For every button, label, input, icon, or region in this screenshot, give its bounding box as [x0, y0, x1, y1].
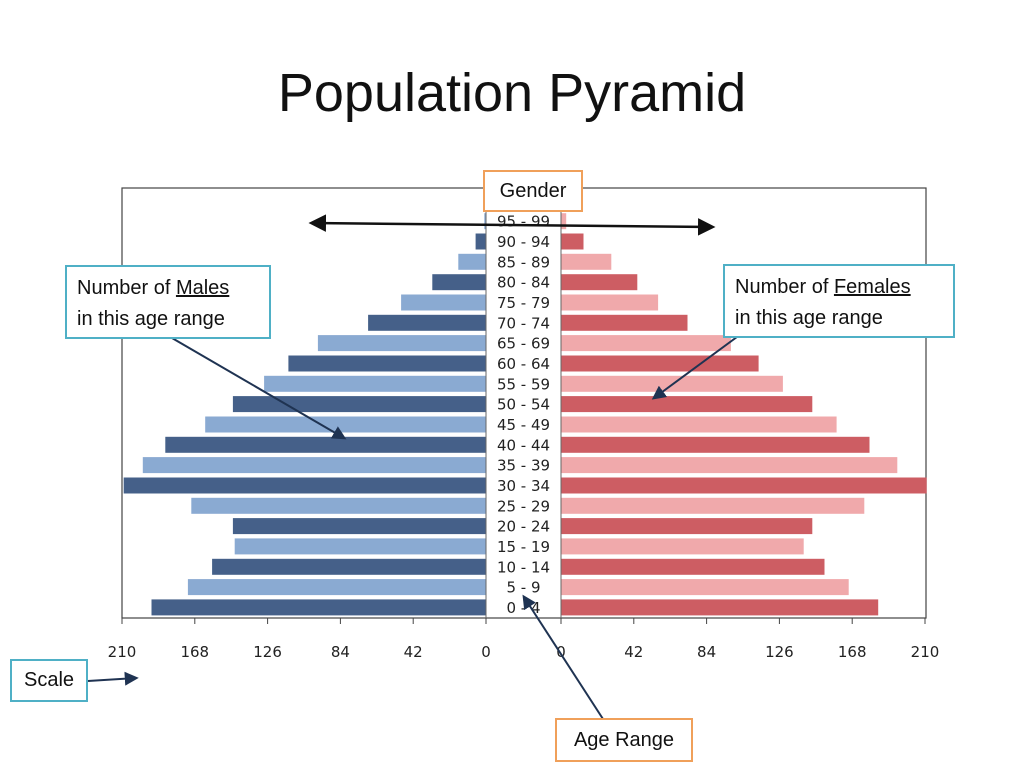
female-bar-75-79 [561, 294, 659, 311]
male-bar-30-34 [123, 477, 486, 494]
male-bar-80-84 [432, 274, 486, 291]
age-label: 85 - 89 [497, 253, 550, 271]
age-label: 30 - 34 [497, 477, 550, 495]
female-bar-70-74 [561, 314, 688, 331]
male-bar-50-54 [232, 396, 486, 413]
female-bar-60-64 [561, 355, 759, 372]
scale-callout-text: Scale [23, 669, 75, 691]
age-range-callout: Age Range [555, 718, 693, 762]
female-bar-20-24 [561, 518, 813, 535]
age-label: 20 - 24 [497, 518, 550, 536]
tick-label-right: 126 [765, 643, 794, 661]
tick-label-right: 84 [697, 643, 716, 661]
tick-label-left: 84 [331, 643, 350, 661]
males-callout: Number of Males in this age range [65, 265, 271, 339]
age-label: 65 - 69 [497, 335, 550, 353]
tick-label-left: 0 [481, 643, 491, 661]
female-bar-90-94 [561, 233, 584, 250]
male-bar-55-59 [264, 375, 486, 392]
age-label: 95 - 99 [497, 213, 550, 231]
female-bar-15-19 [561, 538, 804, 555]
tick-label-right: 210 [911, 643, 940, 661]
females-callout-line1: Number of Females [735, 272, 943, 303]
gender-callout-text: Gender [499, 180, 567, 202]
scale-callout: Scale [10, 659, 88, 702]
male-bar-35-39 [142, 457, 487, 474]
age-label: 10 - 14 [497, 558, 550, 576]
female-bar-65-69 [561, 335, 731, 352]
age-label: 90 - 94 [497, 233, 550, 251]
tick-label-right: 168 [838, 643, 867, 661]
male-bar-10-14 [212, 558, 486, 575]
male-bar-85-89 [458, 253, 486, 270]
male-bar-20-24 [232, 518, 486, 535]
male-bar-75-79 [401, 294, 486, 311]
female-bar-25-29 [561, 497, 865, 514]
tick-label-left: 168 [180, 643, 209, 661]
slide-title: Population Pyramid [277, 63, 747, 123]
males-callout-line1: Number of Males [77, 273, 259, 304]
female-bar-85-89 [561, 253, 612, 270]
tick-label-right: 0 [556, 643, 566, 661]
male-bar-70-74 [368, 314, 486, 331]
scale-callout-arrow [87, 671, 139, 686]
age-label: 60 - 64 [497, 355, 550, 373]
male-bar-25-29 [191, 497, 487, 514]
age-label: 15 - 19 [497, 538, 550, 556]
males-callout-arrow [171, 337, 347, 440]
tick-label-left: 210 [108, 643, 137, 661]
female-bar-95-99 [561, 213, 567, 230]
female-bar-10-14 [561, 558, 825, 575]
female-bar-45-49 [561, 416, 837, 433]
tick-label-left: 126 [253, 643, 282, 661]
male-bar-45-49 [205, 416, 486, 433]
age-label: 70 - 74 [497, 314, 550, 332]
gender-double-arrow [308, 214, 716, 236]
male-bar-65-69 [317, 335, 486, 352]
males-callout-line2: in this age range [77, 308, 225, 330]
gender-callout: Gender [483, 170, 583, 212]
male-bar-0-4 [151, 599, 486, 616]
age-label: 45 - 49 [497, 416, 550, 434]
age-label: 55 - 59 [497, 375, 550, 393]
age-label: 40 - 44 [497, 436, 550, 454]
tick-labels-group: 210 168 126 84 42 0 0 42 84 126 168 210 [108, 211, 940, 661]
female-bar-30-34 [561, 477, 927, 494]
female-bar-5-9 [561, 579, 849, 596]
females-callout-prefix: Number of [735, 276, 834, 298]
male-bar-15-19 [234, 538, 486, 555]
females-callout-line2: in this age range [735, 307, 883, 329]
tick-label-right: 42 [624, 643, 643, 661]
females-callout: Number of Females in this age range [723, 264, 955, 338]
age-label: 25 - 29 [497, 497, 550, 515]
tick-label-left: 42 [404, 643, 423, 661]
female-bar-80-84 [561, 274, 638, 291]
age-label: 50 - 54 [497, 396, 550, 414]
age-label: 75 - 79 [497, 294, 550, 312]
female-bar-35-39 [561, 457, 898, 474]
females-callout-word: Females [833, 276, 911, 298]
female-bar-40-44 [561, 436, 870, 453]
age-range-callout-arrow [522, 594, 604, 720]
age-label: 80 - 84 [497, 274, 550, 292]
males-callout-prefix: Number of [77, 277, 176, 299]
female-bar-0-4 [561, 599, 879, 616]
males-callout-word: Males [175, 277, 230, 299]
age-label: 5 - 9 [506, 579, 540, 597]
male-bar-5-9 [187, 579, 486, 596]
age-label: 35 - 39 [497, 457, 550, 475]
male-bar-60-64 [288, 355, 486, 372]
male-bar-90-94 [475, 233, 486, 250]
male-bar-40-44 [165, 436, 487, 453]
age-range-callout-text: Age Range [573, 729, 675, 751]
bars-group [123, 213, 927, 616]
female-bar-50-54 [561, 396, 813, 413]
